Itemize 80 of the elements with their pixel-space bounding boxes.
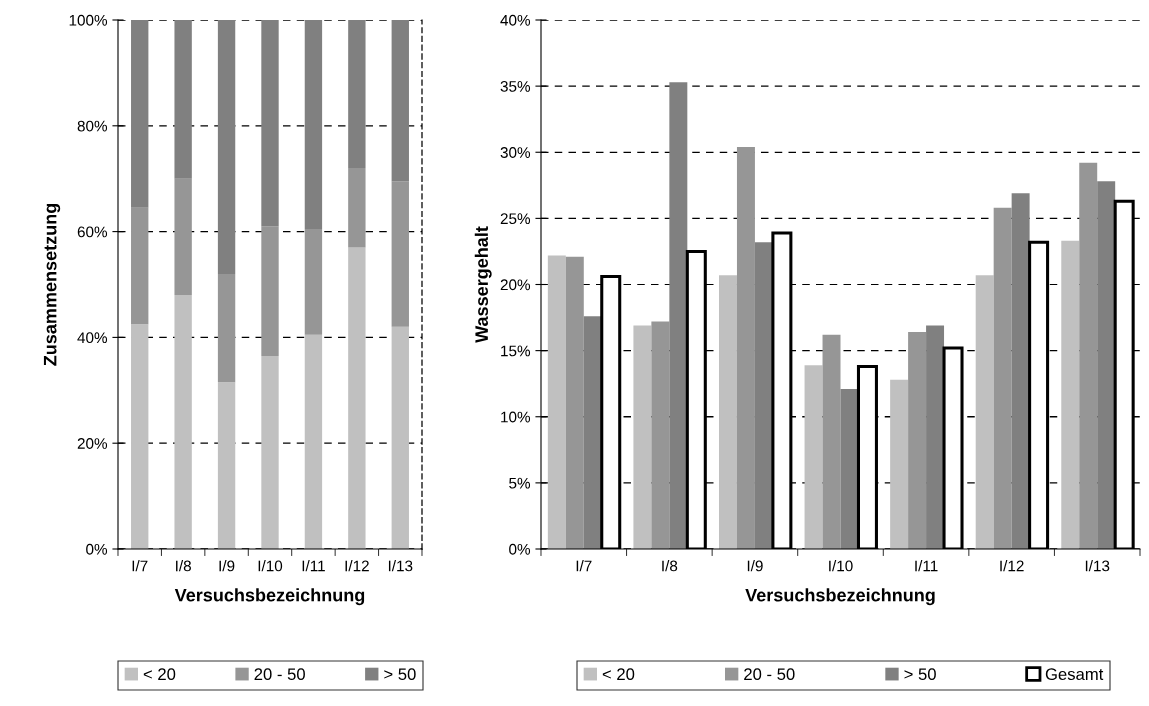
y-tick-label: 15% [501, 345, 531, 357]
x-tick-label: I/10 [258, 560, 283, 572]
bar [1097, 181, 1116, 549]
bar [633, 325, 652, 549]
x-tick-label: I/13 [388, 560, 413, 572]
bar [348, 20, 366, 169]
x-tick-label: I/9 [219, 560, 235, 572]
x-tick-label: I/8 [176, 560, 191, 572]
bar [131, 20, 149, 208]
bar [261, 226, 279, 356]
x-tick-label: I/11 [915, 560, 938, 572]
y-tick-label: 5% [509, 477, 531, 489]
x-axis-title: Versuchsbezeichnung [745, 588, 935, 606]
legend-label: > 50 [904, 668, 936, 681]
legend-label: < 20 [602, 668, 635, 681]
bar [1079, 162, 1098, 549]
bar [304, 228, 323, 335]
bar [993, 207, 1012, 549]
legend-label: Gesamt [1045, 668, 1104, 681]
bar [926, 325, 945, 549]
bar [908, 332, 927, 549]
bar [304, 334, 323, 549]
x-tick-label: I/7 [132, 560, 148, 572]
bar [890, 379, 909, 549]
y-tick-label: 80% [77, 120, 108, 132]
bar [669, 82, 688, 549]
x-tick-label: I/8 [662, 560, 678, 572]
bar [217, 20, 236, 274]
bar [1011, 193, 1030, 549]
y-tick-label: 0% [86, 543, 108, 555]
y-tick-label: 40% [77, 332, 108, 344]
bar [217, 382, 236, 549]
bar [391, 181, 409, 327]
y-tick-label: 35% [500, 80, 531, 92]
bar [1061, 240, 1080, 549]
bar [348, 168, 366, 248]
bar [348, 247, 366, 549]
bar [217, 273, 236, 383]
x-tick-label: I/12 [1000, 560, 1024, 572]
y-tick-label: 0% [509, 543, 531, 555]
bar [547, 255, 566, 549]
x-tick-label: I/7 [576, 560, 592, 572]
bar [822, 334, 841, 549]
x-tick-label: I/13 [1085, 560, 1110, 572]
bar [174, 178, 192, 296]
x-tick-label: I/10 [829, 560, 853, 572]
y-tick-label: 20% [500, 279, 531, 291]
y-tick-label: 10% [501, 411, 531, 423]
legend-label: < 20 [143, 668, 176, 681]
bar [174, 20, 192, 179]
y-tick-label: 100% [69, 14, 108, 26]
bar [565, 256, 584, 549]
bar [975, 275, 994, 549]
y-tick-label: 60% [77, 226, 108, 238]
bar [736, 146, 755, 549]
y-tick-label: 25% [500, 213, 531, 225]
y-tick-label: 40% [500, 14, 531, 26]
bar [261, 20, 279, 227]
y-axis-title: Wassergehalt [474, 226, 492, 343]
bar [804, 365, 823, 549]
legend-label: 20 - 50 [744, 668, 795, 681]
y-tick-label: 30% [500, 147, 531, 158]
x-tick-label: I/9 [747, 560, 763, 572]
bar [261, 355, 279, 549]
legend-label: 20 - 50 [254, 668, 305, 681]
bar [174, 295, 192, 549]
bar [304, 20, 323, 229]
bar [131, 324, 149, 549]
bar [651, 321, 670, 549]
bar [391, 326, 409, 549]
legend-label: > 50 [384, 668, 416, 681]
bar [131, 207, 149, 325]
bar [718, 275, 737, 549]
bar [840, 388, 859, 549]
x-axis-title: Versuchsbezeichnung [174, 588, 365, 606]
y-axis-title: Zusammensetzung [43, 203, 61, 366]
x-tick-label: I/12 [345, 560, 369, 572]
bar [391, 20, 409, 182]
x-tick-label: I/11 [302, 560, 325, 572]
y-tick-label: 20% [77, 438, 108, 449]
